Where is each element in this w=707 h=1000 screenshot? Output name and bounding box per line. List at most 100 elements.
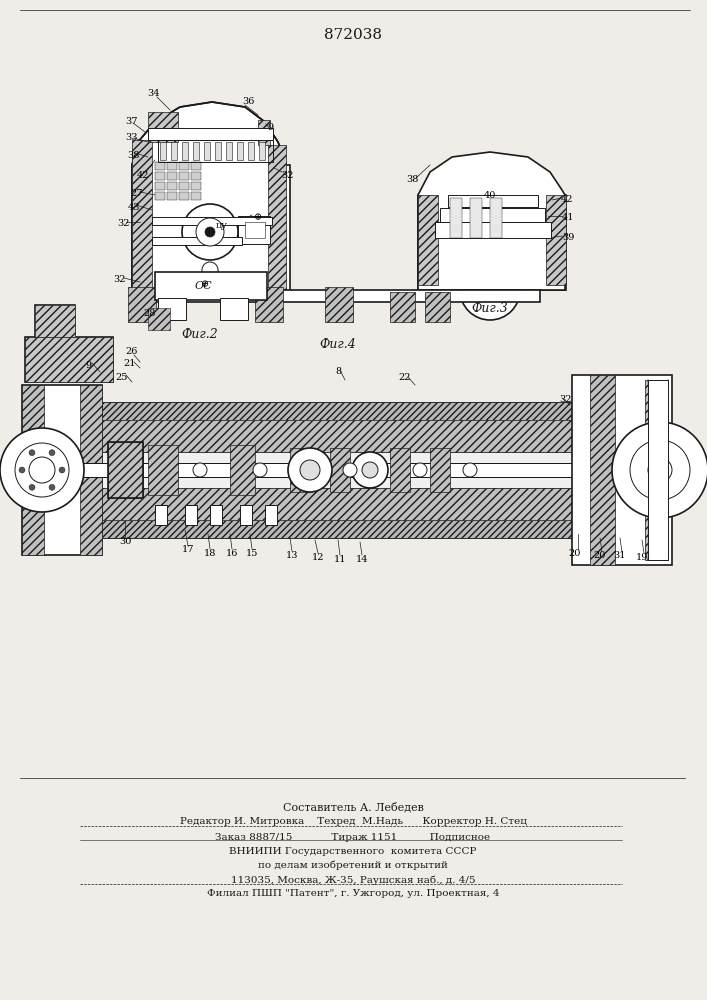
Text: 39: 39 — [562, 233, 574, 242]
Bar — [148, 445, 178, 495]
Bar — [22, 385, 44, 555]
Text: ⊕: ⊕ — [201, 280, 209, 290]
Text: Заказ 8887/15            Тираж 1151          Подписное: Заказ 8887/15 Тираж 1151 Подписное — [216, 832, 491, 842]
Text: цу: цу — [216, 221, 228, 230]
Bar — [35, 305, 75, 337]
Bar — [435, 222, 551, 238]
Circle shape — [193, 463, 207, 477]
Bar — [418, 195, 438, 285]
Text: 8: 8 — [335, 367, 341, 376]
Bar — [32, 488, 670, 520]
Bar — [155, 192, 165, 200]
Bar — [80, 385, 102, 555]
Bar — [259, 142, 265, 160]
Text: 31: 31 — [614, 552, 626, 560]
Bar — [237, 142, 243, 160]
Text: 32: 32 — [117, 220, 129, 229]
Text: 15: 15 — [246, 548, 258, 558]
Text: 20: 20 — [569, 548, 581, 558]
Bar — [430, 448, 450, 492]
Text: 37: 37 — [124, 117, 137, 126]
Text: 113035, Москва, Ж-35, Раушская наб., д. 4/5: 113035, Москва, Ж-35, Раушская наб., д. … — [230, 875, 475, 885]
Bar — [25, 337, 113, 382]
Text: 26: 26 — [126, 348, 138, 357]
Bar — [140, 290, 540, 302]
Circle shape — [630, 440, 690, 500]
Bar — [155, 172, 165, 180]
Bar — [108, 442, 143, 498]
Text: 32: 32 — [559, 395, 571, 404]
Bar — [450, 198, 462, 238]
Circle shape — [413, 463, 427, 477]
Bar — [32, 402, 670, 538]
Text: по делам изобретений и открытий: по делам изобретений и открытий — [258, 860, 448, 870]
Circle shape — [29, 450, 35, 456]
Text: 38: 38 — [406, 176, 418, 184]
Bar — [128, 287, 156, 322]
Circle shape — [362, 462, 378, 478]
Bar — [268, 145, 286, 300]
Text: 9: 9 — [267, 122, 273, 131]
Bar — [32, 520, 670, 538]
Text: 16: 16 — [226, 548, 238, 558]
Bar — [425, 292, 450, 322]
Text: 14: 14 — [356, 554, 368, 564]
Text: 38: 38 — [127, 150, 139, 159]
Bar — [572, 375, 672, 565]
Bar — [248, 142, 254, 160]
Bar — [155, 182, 165, 190]
Text: 32: 32 — [114, 275, 127, 284]
Bar — [590, 375, 615, 565]
Circle shape — [59, 467, 65, 473]
Text: 872038: 872038 — [324, 28, 382, 42]
Bar — [193, 142, 199, 160]
Text: 12: 12 — [312, 552, 325, 562]
Text: ⊕: ⊕ — [254, 214, 262, 223]
Bar — [152, 217, 272, 225]
Circle shape — [182, 204, 238, 260]
Text: 30: 30 — [119, 538, 132, 546]
Text: ОС: ОС — [194, 281, 212, 291]
Circle shape — [29, 484, 35, 490]
Bar — [390, 448, 410, 492]
Bar — [238, 216, 270, 244]
Text: 43: 43 — [128, 202, 140, 212]
Text: Фиг.3: Фиг.3 — [472, 302, 508, 314]
Text: 11: 11 — [334, 554, 346, 564]
Bar — [215, 142, 221, 160]
Bar — [167, 182, 177, 190]
Bar — [148, 112, 178, 142]
Bar — [240, 505, 252, 525]
Bar — [32, 402, 670, 420]
Text: 18: 18 — [204, 548, 216, 558]
Text: 42: 42 — [561, 196, 573, 205]
Bar — [191, 162, 201, 170]
Text: 13: 13 — [286, 550, 298, 560]
Bar — [245, 222, 265, 238]
Bar — [148, 128, 273, 140]
Bar — [191, 192, 201, 200]
Text: 41: 41 — [562, 214, 574, 223]
Circle shape — [300, 460, 320, 480]
Text: Фиг.4: Фиг.4 — [320, 338, 356, 352]
Bar — [265, 505, 277, 525]
Polygon shape — [418, 152, 565, 290]
Bar — [191, 182, 201, 190]
Bar — [182, 142, 188, 160]
Bar — [440, 208, 545, 222]
Bar — [179, 182, 189, 190]
Circle shape — [253, 463, 267, 477]
Bar — [204, 142, 210, 160]
Bar — [158, 140, 273, 162]
Text: 17: 17 — [182, 546, 194, 554]
Bar — [155, 272, 267, 300]
Bar — [158, 298, 186, 320]
Bar — [35, 305, 75, 337]
Circle shape — [49, 450, 55, 456]
Bar — [132, 140, 152, 300]
Bar — [22, 385, 102, 555]
Bar — [490, 198, 502, 238]
Bar — [167, 192, 177, 200]
Bar — [645, 380, 667, 560]
Text: 19: 19 — [636, 552, 648, 562]
